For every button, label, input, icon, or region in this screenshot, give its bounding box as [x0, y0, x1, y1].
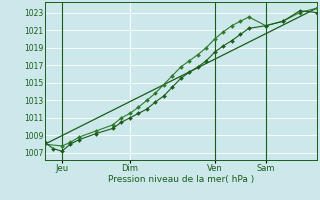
- X-axis label: Pression niveau de la mer( hPa ): Pression niveau de la mer( hPa ): [108, 175, 254, 184]
